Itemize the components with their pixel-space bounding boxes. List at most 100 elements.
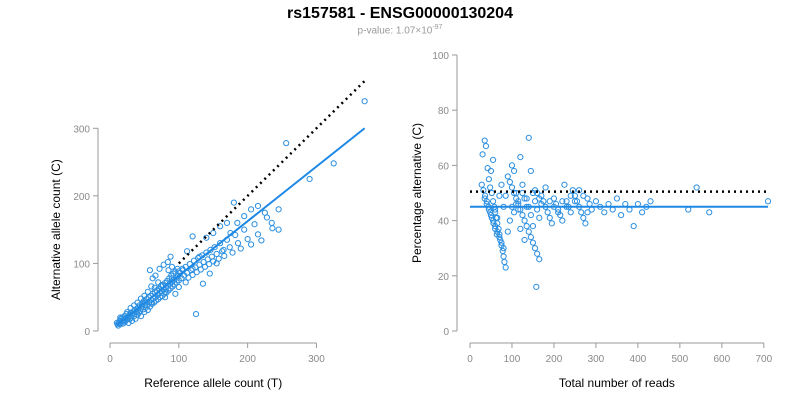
panel2-data-point [485, 176, 492, 183]
panel2-data-point [601, 209, 608, 216]
panel2-data-point [525, 228, 532, 235]
panel1-data-point [283, 140, 290, 147]
panel2-data-point [567, 192, 574, 199]
panel2-data-point [502, 192, 509, 199]
panel1-data-point [192, 311, 200, 318]
panel1-y-tick-label: 200 [73, 192, 90, 203]
panel2-data-point [536, 214, 543, 221]
panel1-data-point [206, 261, 213, 268]
panel1-x-tick-label: 0 [107, 354, 113, 365]
panel1-data-point [217, 223, 224, 230]
panel2-data-point [506, 178, 513, 186]
panel2-data-point [502, 264, 509, 271]
panel2-data-point [487, 211, 495, 219]
panel1-data-point [213, 260, 220, 267]
panel2-data-point [496, 192, 503, 199]
panel1-data-point [155, 279, 162, 286]
panel2-data-point [482, 142, 490, 150]
panel1-data-point [137, 295, 145, 302]
panel2-data-point [534, 250, 541, 257]
panel2-data-point [493, 231, 500, 238]
panel2-y-tick-label: 60 [438, 161, 450, 172]
panel1-data-point [251, 221, 258, 228]
panel2-data-point [523, 223, 530, 230]
panel2-y-tick-label: 80 [438, 106, 450, 117]
panel2-data-point [501, 258, 508, 266]
panel1-data-point [210, 229, 217, 237]
panel1-data-point [127, 304, 134, 312]
panel1-data-point [144, 288, 151, 295]
panel1-data-point [217, 240, 224, 247]
panel1-data-point [261, 209, 268, 216]
panel1-data-point [114, 321, 121, 328]
panel1-data-point [206, 270, 213, 277]
panel2-data-point [519, 181, 526, 188]
panel2-data-point [504, 173, 511, 180]
panel1-data-point [146, 267, 154, 274]
panel2-data-point [523, 195, 530, 202]
panel2-data-point [544, 209, 551, 216]
panel2-x-tick-label: 300 [588, 354, 605, 365]
panel2-data-point [506, 217, 513, 224]
panel2-data-point [613, 195, 621, 202]
panel1-data-point [330, 160, 337, 167]
panel1-data-point [175, 268, 182, 275]
panel1-data-point [148, 299, 155, 306]
panel2-data-point [546, 198, 553, 205]
panel2-data-point [630, 223, 637, 230]
panel2-data-point [484, 165, 491, 172]
panel2-x-tick-label: 0 [467, 354, 473, 365]
panel1-data-point [230, 199, 237, 206]
panel2-y-tick-label: 40 [438, 217, 450, 228]
panel2-x-tick-label: 400 [630, 354, 647, 365]
panel1-reference-line [177, 80, 366, 265]
panel2-data-point [529, 223, 537, 230]
panel1-data-point [182, 279, 189, 286]
panel2-data-point [500, 245, 507, 252]
panel2-data-point [490, 220, 497, 227]
panel2-data-point [550, 195, 558, 202]
chart-title: rs157581 - ENSG00000130204 [287, 5, 513, 22]
panel1-data-point [254, 202, 262, 210]
panel2-data-point [531, 245, 539, 252]
panel1-data-point [275, 206, 282, 213]
panel2-data-point [492, 225, 499, 232]
panel1-data-point [183, 248, 191, 255]
panel2-data-point [764, 198, 772, 205]
panel1-data-point [258, 237, 265, 244]
panel2-data-point [529, 239, 537, 246]
panel2-data-point [510, 209, 518, 216]
panel2-data-point [548, 220, 555, 227]
panel2-data-point [536, 195, 543, 202]
panel1-data-point [244, 235, 251, 243]
panel2-data-point [488, 189, 495, 197]
panel1-x-tick-label: 200 [239, 354, 256, 365]
panel2-data-point [513, 189, 520, 197]
panel2-data-point [519, 189, 526, 197]
panel1-data-point [193, 269, 200, 276]
panel2-data-point [533, 283, 540, 290]
panel2-data-point [479, 151, 486, 158]
panel1-data-point [234, 240, 242, 247]
panel1-data-point [152, 272, 159, 279]
panel1-data-point [189, 265, 196, 272]
panel2-data-point [542, 184, 549, 191]
panel1-data-point [156, 265, 163, 272]
panel2-data-point [693, 184, 700, 191]
panel1-data-point [117, 314, 124, 321]
panel1-data-point [189, 233, 196, 240]
panel1-data-point [199, 280, 207, 287]
panel2-y-tick-label: 20 [438, 272, 450, 283]
panel2-data-point [638, 209, 646, 216]
panel2-data-point [515, 198, 522, 205]
panel2-data-point [489, 156, 497, 163]
panel2-data-point [500, 253, 507, 260]
panel2-data-point [582, 220, 589, 227]
panel1-data-point [247, 241, 255, 248]
panel2-data-point [561, 181, 568, 188]
panel2-data-point [478, 181, 485, 188]
panel1-data-point [220, 246, 227, 254]
panel2-data-point [504, 228, 511, 235]
panel2-x-axis-title: Total number of reads [559, 376, 675, 390]
